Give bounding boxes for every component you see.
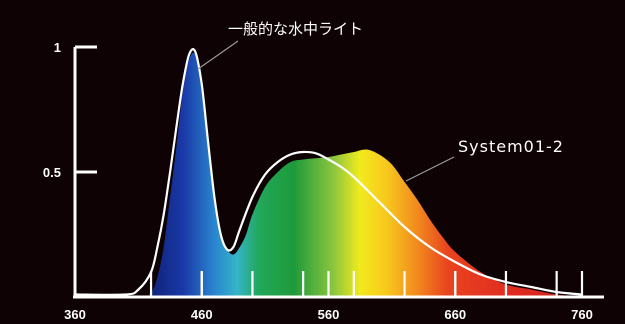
annotation-leader-general xyxy=(197,40,239,70)
series-general-light-line xyxy=(74,48,583,296)
x-tick-label: 660 xyxy=(444,307,466,322)
y-tick-label: 1 xyxy=(54,40,61,55)
x-tick-label: 760 xyxy=(571,307,593,322)
x-tick-label: 360 xyxy=(64,307,86,322)
annotation-general-light: 一般的な水中ライト xyxy=(228,20,363,38)
series-system01-2-area xyxy=(75,52,582,298)
x-tick-label: 460 xyxy=(191,307,213,322)
annotation-leader-system xyxy=(405,156,455,182)
x-tick-label: 560 xyxy=(318,307,340,322)
annotation-system01-2: System01-2 xyxy=(458,137,564,156)
y-tick-label: 0.5 xyxy=(43,165,61,180)
